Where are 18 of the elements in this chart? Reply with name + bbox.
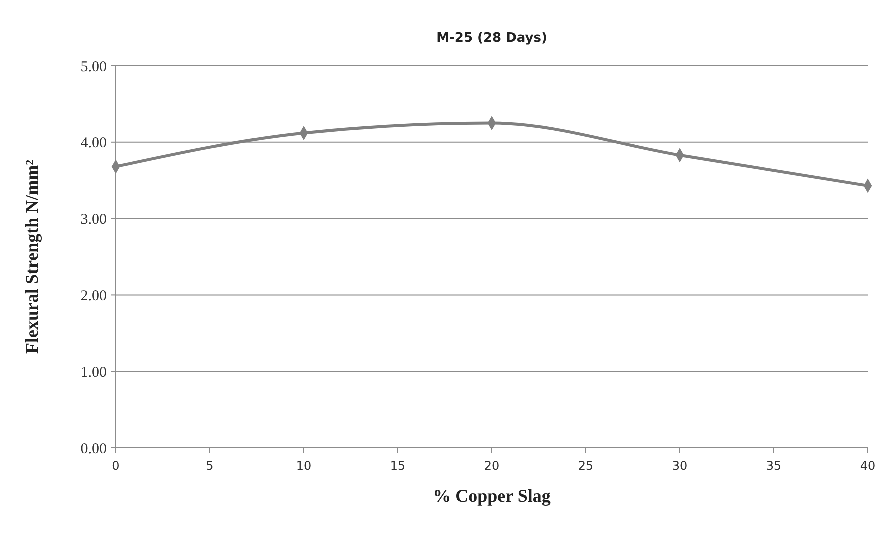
x-tick-label: 20 [484,459,500,473]
x-tick-label: 35 [766,459,782,473]
x-tick-label: 25 [578,459,594,473]
y-tick-label: 0.00 [80,441,107,458]
x-tick-label: 10 [296,459,312,473]
chart-title: M-25 (28 Days) [436,31,548,46]
y-tick-label: 5.00 [80,59,107,76]
y-tick-label: 2.00 [80,288,107,304]
x-tick-label: 40 [860,459,876,473]
y-tick-label: 3.00 [80,212,107,228]
y-tick-label: 4.00 [80,136,107,152]
x-tick-label: 15 [390,459,406,473]
x-axis-title: % Copper Slag [433,486,551,506]
x-tick-label: 5 [206,459,214,473]
y-axis-title: Flexural Strength N/mm² [22,160,42,354]
x-tick-label: 0 [112,459,120,473]
y-tick-label: 1.00 [80,364,107,381]
x-tick-label: 30 [672,459,688,473]
